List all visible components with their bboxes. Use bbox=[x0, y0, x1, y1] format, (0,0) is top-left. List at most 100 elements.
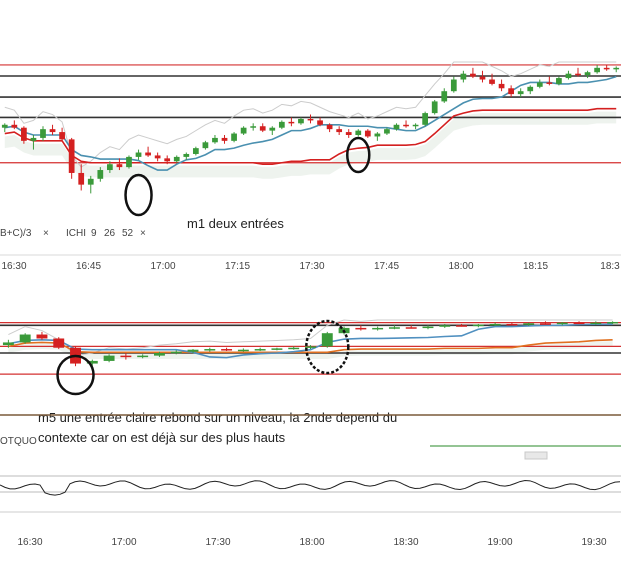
m5-candle-body bbox=[355, 327, 367, 330]
m1-candle-body bbox=[298, 118, 304, 124]
m5-candle-body bbox=[153, 353, 165, 356]
m5-candle-body bbox=[590, 322, 602, 325]
m1-entry-circle bbox=[346, 136, 371, 174]
m1-candle-body bbox=[460, 73, 467, 80]
m1-candle-body bbox=[364, 130, 371, 137]
m5-candle-body bbox=[472, 324, 484, 327]
m5-candle-body bbox=[187, 349, 199, 352]
m5-candles bbox=[2, 321, 619, 368]
m5-annotation-line-1: m5 une entrée claire rebond sur un nivea… bbox=[38, 410, 397, 425]
m5-lagging-line bbox=[8, 319, 613, 357]
oscillator-panel bbox=[0, 475, 621, 513]
m5-candle-body bbox=[237, 349, 249, 352]
m1-candle-body bbox=[231, 133, 237, 141]
m5-candle-body bbox=[489, 323, 501, 326]
m1-x-tick: 18:3 bbox=[600, 261, 620, 272]
m1-x-tick: 17:30 bbox=[299, 261, 324, 272]
m5-x-tick: 17:00 bbox=[111, 537, 136, 548]
m1-candle-body bbox=[431, 101, 438, 114]
m5-candle-body bbox=[439, 325, 451, 327]
m5-candle-body bbox=[405, 327, 417, 329]
m1-candle-body bbox=[603, 67, 610, 70]
m5-candle-body bbox=[36, 334, 48, 339]
m1-cloud-area bbox=[4, 111, 617, 179]
m1-close-icon[interactable]: × bbox=[43, 228, 49, 239]
m1-candle-body bbox=[78, 172, 85, 185]
m5-candle-body bbox=[456, 325, 468, 327]
m1-candle-body bbox=[470, 73, 476, 77]
m1-x-tick: 17:15 bbox=[225, 261, 250, 272]
m1-candle-body bbox=[345, 132, 352, 135]
m1-candle-body bbox=[40, 129, 46, 138]
m5-candle-body bbox=[506, 323, 518, 326]
oscillator-line bbox=[0, 479, 621, 496]
m5-candle-body bbox=[2, 342, 14, 346]
m1-ichimoku-lines bbox=[4, 61, 617, 171]
m1-x-tick: 17:45 bbox=[374, 261, 399, 272]
m1-close-icon-2[interactable]: × bbox=[140, 228, 146, 239]
m5-annotation-line-2: contexte car on est déjà sur des plus ha… bbox=[38, 430, 286, 445]
m1-candle-body bbox=[450, 79, 457, 92]
m1-candles bbox=[1, 64, 620, 194]
m1-candle-body bbox=[1, 124, 8, 128]
m1-candle-body bbox=[384, 129, 390, 134]
m1-candle-body bbox=[479, 76, 486, 80]
m5-candle-body bbox=[204, 349, 216, 351]
m5-candle-body bbox=[556, 322, 568, 325]
m1-x-tick: 16:45 bbox=[76, 261, 101, 272]
m1-candle-body bbox=[97, 170, 104, 179]
m5-kijun-line bbox=[8, 339, 613, 354]
m1-annotation: m1 deux entrées bbox=[187, 216, 284, 231]
m1-indicator-label-ichi: ICHI bbox=[66, 228, 86, 239]
m5-candle-body bbox=[305, 346, 316, 348]
m5-x-tick: 18:00 bbox=[299, 537, 324, 548]
m1-candle-body bbox=[250, 126, 257, 128]
m1-candle-body bbox=[21, 127, 27, 141]
m5-indicator-label-ot: OT bbox=[0, 436, 14, 447]
m5-scroll-handle[interactable] bbox=[524, 451, 548, 460]
m1-candle-body bbox=[192, 148, 199, 154]
m5-candle-body bbox=[388, 327, 400, 329]
m1-candle-body bbox=[278, 121, 285, 128]
m1-candle-body bbox=[489, 79, 495, 84]
m1-candle-body bbox=[336, 129, 343, 133]
m1-candle-body bbox=[269, 127, 276, 131]
m5-entry-circle bbox=[56, 354, 95, 396]
m5-x-tick: 16:30 bbox=[17, 537, 42, 548]
m1-candle-body bbox=[575, 73, 581, 76]
m1-candle-body bbox=[508, 88, 514, 95]
m5-tenkan-line bbox=[8, 323, 613, 359]
m1-candle-body bbox=[154, 155, 161, 159]
m1-chart: 16:30 16:45 17:00 17:15 17:30 17:45 18:00 18:15… bbox=[0, 61, 621, 272]
m5-x-tick: 19:30 bbox=[581, 537, 606, 548]
m5-candle-body bbox=[86, 360, 98, 364]
m1-candle-body bbox=[164, 158, 171, 162]
m1-candle-body bbox=[49, 129, 56, 133]
m5-candle-body bbox=[221, 349, 233, 351]
m1-candle-body bbox=[135, 152, 142, 157]
m1-candle-body bbox=[594, 67, 600, 73]
m5-candle-body bbox=[137, 355, 149, 358]
m1-candle-body bbox=[145, 152, 151, 156]
m5-x-tick-labels: 16:30 17:00 17:30 18:00 18:30 19:00 19:30 bbox=[17, 537, 606, 548]
m5-candle-body bbox=[372, 327, 384, 330]
m1-candle-body bbox=[68, 139, 75, 173]
m1-candle-body bbox=[326, 124, 333, 130]
m1-candle-body bbox=[59, 132, 65, 140]
m5-x-tick: 19:00 bbox=[487, 537, 512, 548]
m1-entry-circle bbox=[124, 173, 153, 217]
m5-candle-body bbox=[19, 334, 31, 343]
m1-candle-body bbox=[259, 126, 266, 131]
m1-candle-body bbox=[307, 118, 314, 121]
m1-candle-body bbox=[422, 113, 429, 125]
m1-x-tick: 18:00 bbox=[448, 261, 473, 272]
m5-candle-body bbox=[540, 323, 551, 325]
m1-x-tick-labels: 16:30 16:45 17:00 17:15 17:30 17:45 18:00 18:15… bbox=[1, 261, 620, 272]
m1-ichimoku-cloud bbox=[4, 111, 617, 179]
m5-entry-circles bbox=[56, 319, 350, 396]
m1-candle-body bbox=[30, 137, 37, 141]
m1-indicator-param-2: 26 bbox=[104, 228, 116, 239]
m1-candle-body bbox=[517, 91, 524, 95]
m5-ichimoku-lines bbox=[8, 319, 613, 359]
